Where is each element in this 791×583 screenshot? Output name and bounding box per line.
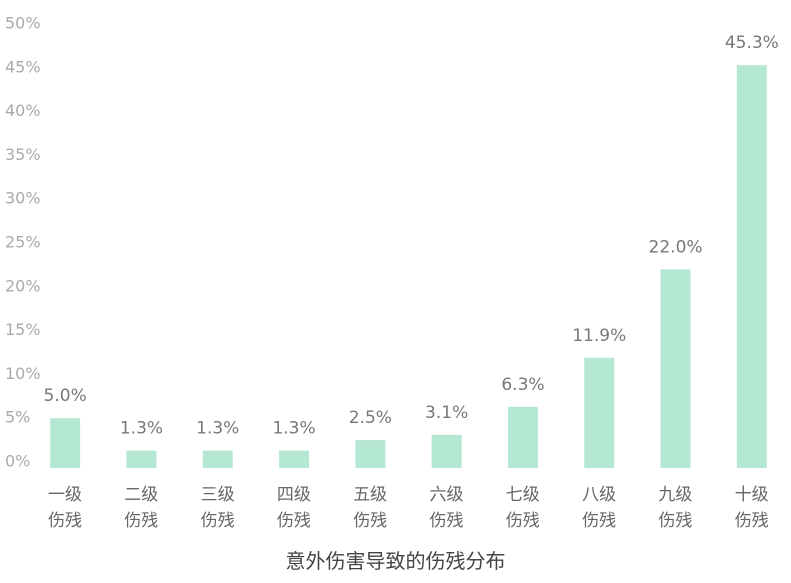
- chart-title: 意外伤害导致的伤残分布: [285, 549, 506, 573]
- y-tick-label: 25%: [5, 233, 41, 252]
- bar: [50, 418, 81, 468]
- bar: [736, 65, 767, 468]
- bar: [126, 450, 157, 468]
- x-tick-label: 一级伤残: [47, 485, 82, 531]
- x-tick-label: 二级伤残: [124, 485, 159, 531]
- y-tick-label: 10%: [5, 364, 41, 383]
- x-tick-label: 九级伤残: [658, 485, 693, 531]
- y-tick-label: 20%: [5, 276, 41, 295]
- y-tick-label: 30%: [5, 189, 41, 208]
- y-tick-label: 50%: [5, 14, 41, 33]
- y-tick-label: 5%: [5, 408, 30, 427]
- value-label: 2.5%: [349, 408, 392, 428]
- x-tick-label: 八级伤残: [582, 485, 617, 531]
- value-label: 1.3%: [120, 419, 163, 439]
- value-label: 3.1%: [425, 403, 468, 423]
- x-tick-label: 七级伤残: [505, 485, 540, 531]
- y-tick-label: 40%: [5, 101, 41, 120]
- x-tick-label: 六级伤残: [429, 485, 464, 531]
- bar: [355, 440, 386, 468]
- x-tick-label: 五级伤残: [353, 485, 388, 531]
- y-tick-label: 15%: [5, 320, 41, 339]
- value-label: 11.9%: [572, 326, 626, 346]
- x-tick-label: 十级伤残: [734, 485, 769, 531]
- value-label: 1.3%: [272, 419, 315, 439]
- value-label: 1.3%: [196, 419, 239, 439]
- x-tick-label: 三级伤残: [200, 485, 235, 531]
- x-tick-label: 四级伤残: [276, 485, 311, 531]
- value-label: 5.0%: [44, 386, 87, 406]
- bar: [507, 406, 538, 468]
- y-tick-label: 35%: [5, 145, 41, 164]
- bar: [431, 434, 462, 468]
- bar: [584, 357, 615, 468]
- bar: [202, 450, 233, 468]
- y-tick-label: 0%: [5, 452, 30, 471]
- bar: [279, 450, 310, 468]
- bar: [660, 269, 691, 468]
- value-label: 22.0%: [649, 237, 703, 257]
- value-label: 45.3%: [725, 33, 779, 53]
- value-label: 6.3%: [501, 375, 544, 395]
- y-tick-label: 45%: [5, 57, 41, 76]
